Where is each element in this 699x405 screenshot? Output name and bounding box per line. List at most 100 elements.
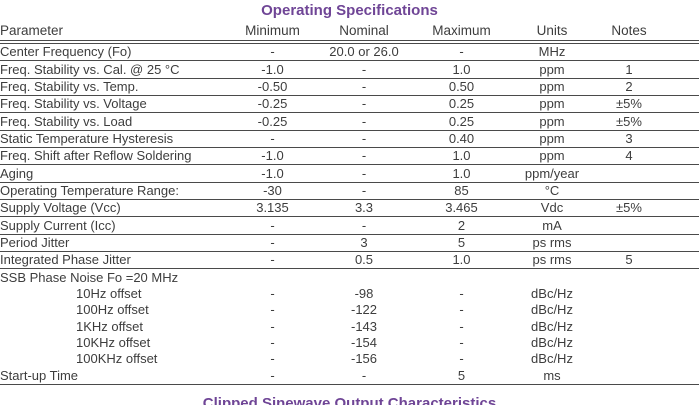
row-spacer-cell bbox=[664, 182, 699, 201]
row-spacer-cell bbox=[664, 251, 699, 270]
units-cell: mA bbox=[510, 216, 594, 235]
nominal-cell: - bbox=[315, 367, 413, 385]
notes-cell: 2 bbox=[594, 78, 664, 97]
minimum-cell: - bbox=[230, 130, 315, 149]
column-header-minimum: Minimum bbox=[230, 22, 315, 44]
maximum-cell: - bbox=[459, 335, 464, 351]
units-cell bbox=[510, 269, 594, 286]
row-spacer-cell bbox=[664, 351, 699, 367]
notes-cell bbox=[594, 216, 664, 235]
units-cell: dBc/Hz bbox=[531, 285, 573, 301]
row-spacer-cell bbox=[664, 286, 699, 302]
maximum-cell bbox=[413, 269, 510, 286]
notes-cell bbox=[594, 302, 664, 318]
units-cell: ppm bbox=[510, 78, 594, 97]
units-cell: ps rms bbox=[510, 234, 594, 253]
notes-cell bbox=[594, 269, 664, 286]
table-row: Freq. Stability vs. Temp. -0.50 - 0.50 p… bbox=[0, 78, 699, 97]
nominal-cell: - bbox=[315, 216, 413, 235]
notes-cell bbox=[594, 367, 664, 385]
parameter-cell: Aging bbox=[0, 164, 230, 183]
minimum-cell: - bbox=[270, 335, 275, 351]
nominal-cell: 0.5 bbox=[315, 251, 413, 270]
column-header-parameter: Parameter bbox=[0, 22, 230, 44]
parameter-cell: 10KHz offset bbox=[76, 335, 151, 351]
units-cell: ms bbox=[510, 367, 594, 385]
notes-cell: ±5% bbox=[594, 95, 664, 114]
parameter-cell: 10Hz offset bbox=[76, 285, 142, 301]
notes-cell bbox=[594, 182, 664, 201]
nominal-cell: -154 bbox=[350, 335, 378, 351]
table-row: Supply Current (Icc) - - 2 mA bbox=[0, 216, 699, 235]
parameter-cell: Center Frequency (Fo) bbox=[0, 42, 230, 62]
notes-cell: ±5% bbox=[594, 112, 664, 131]
maximum-cell: 0.25 bbox=[413, 112, 510, 131]
table-header-row: Parameter Minimum Nominal Maximum Units … bbox=[0, 22, 699, 44]
units-cell: ppm bbox=[510, 95, 594, 114]
maximum-cell: - bbox=[459, 302, 464, 318]
units-cell: ppm bbox=[510, 112, 594, 131]
units-cell: Vdc bbox=[510, 199, 594, 218]
minimum-cell: -0.25 bbox=[230, 95, 315, 114]
minimum-cell: -30 bbox=[230, 182, 315, 201]
parameter-cell: Integrated Phase Jitter bbox=[0, 251, 230, 270]
notes-cell: 3 bbox=[594, 130, 664, 149]
minimum-cell: - bbox=[270, 302, 275, 318]
spec-table-body: Center Frequency (Fo) - 20.0 or 26.0 - M… bbox=[0, 42, 699, 385]
minimum-cell: - bbox=[230, 367, 315, 385]
row-spacer-cell bbox=[664, 335, 699, 351]
notes-cell bbox=[594, 42, 664, 62]
minimum-cell: - bbox=[230, 216, 315, 235]
nominal-cell: -143 bbox=[350, 318, 378, 334]
table-row: 10Hz offset - -98 - dBc/Hz bbox=[0, 286, 699, 302]
nominal-cell: 3 bbox=[315, 234, 413, 253]
notes-cell: ±5% bbox=[594, 199, 664, 218]
notes-cell: 4 bbox=[594, 147, 664, 166]
maximum-cell: 1.0 bbox=[413, 147, 510, 166]
table-row: Period Jitter - 3 5 ps rms bbox=[0, 234, 699, 253]
table-row: SSB Phase Noise Fo =20 MHz bbox=[0, 269, 699, 286]
maximum-cell: 0.25 bbox=[413, 95, 510, 114]
units-cell: ppm bbox=[510, 147, 594, 166]
nominal-cell: 3.3 bbox=[315, 199, 413, 218]
row-spacer-cell bbox=[664, 199, 699, 218]
operating-specifications-table: Parameter Minimum Nominal Maximum Units … bbox=[0, 22, 699, 385]
minimum-cell: -0.25 bbox=[230, 112, 315, 131]
units-cell: °C bbox=[510, 182, 594, 201]
notes-cell bbox=[594, 351, 664, 367]
nominal-cell: -122 bbox=[350, 302, 378, 318]
units-cell: ppm/year bbox=[510, 164, 594, 183]
notes-cell bbox=[594, 286, 664, 302]
maximum-cell: 0.40 bbox=[413, 130, 510, 149]
units-cell: dBc/Hz bbox=[531, 302, 573, 318]
row-spacer-cell bbox=[664, 269, 699, 286]
table-row: Integrated Phase Jitter - 0.5 1.0 ps rms… bbox=[0, 251, 699, 270]
minimum-cell: 3.135 bbox=[230, 199, 315, 218]
nominal-cell: - bbox=[315, 60, 413, 79]
row-spacer-cell bbox=[664, 302, 699, 318]
column-header-units: Units bbox=[510, 22, 594, 44]
parameter-cell: Operating Temperature Range: bbox=[0, 182, 230, 201]
column-header-nominal: Nominal bbox=[315, 22, 413, 44]
minimum-cell: -1.0 bbox=[230, 147, 315, 166]
row-spacer-cell bbox=[664, 234, 699, 253]
parameter-cell: SSB Phase Noise Fo =20 MHz bbox=[0, 269, 179, 285]
row-spacer-cell bbox=[664, 147, 699, 166]
minimum-cell: - bbox=[270, 351, 275, 367]
notes-cell: 1 bbox=[594, 60, 664, 79]
units-cell: dBc/Hz bbox=[531, 318, 573, 334]
nominal-cell: 20.0 or 26.0 bbox=[315, 42, 413, 62]
table-row: Aging -1.0 - 1.0 ppm/year bbox=[0, 164, 699, 183]
column-header-maximum: Maximum bbox=[413, 22, 510, 44]
maximum-cell: 1.0 bbox=[413, 251, 510, 270]
parameter-cell: Freq. Shift after Reflow Soldering bbox=[0, 147, 230, 166]
page-title: Operating Specifications bbox=[261, 2, 438, 19]
maximum-cell: 5 bbox=[413, 234, 510, 253]
row-spacer-cell bbox=[664, 216, 699, 235]
table-row: 1KHz offset - -143 - dBc/Hz bbox=[0, 319, 699, 335]
maximum-cell: - bbox=[459, 351, 464, 367]
nominal-cell: - bbox=[315, 95, 413, 114]
minimum-cell: - bbox=[230, 42, 315, 62]
minimum-cell: - bbox=[230, 251, 315, 270]
